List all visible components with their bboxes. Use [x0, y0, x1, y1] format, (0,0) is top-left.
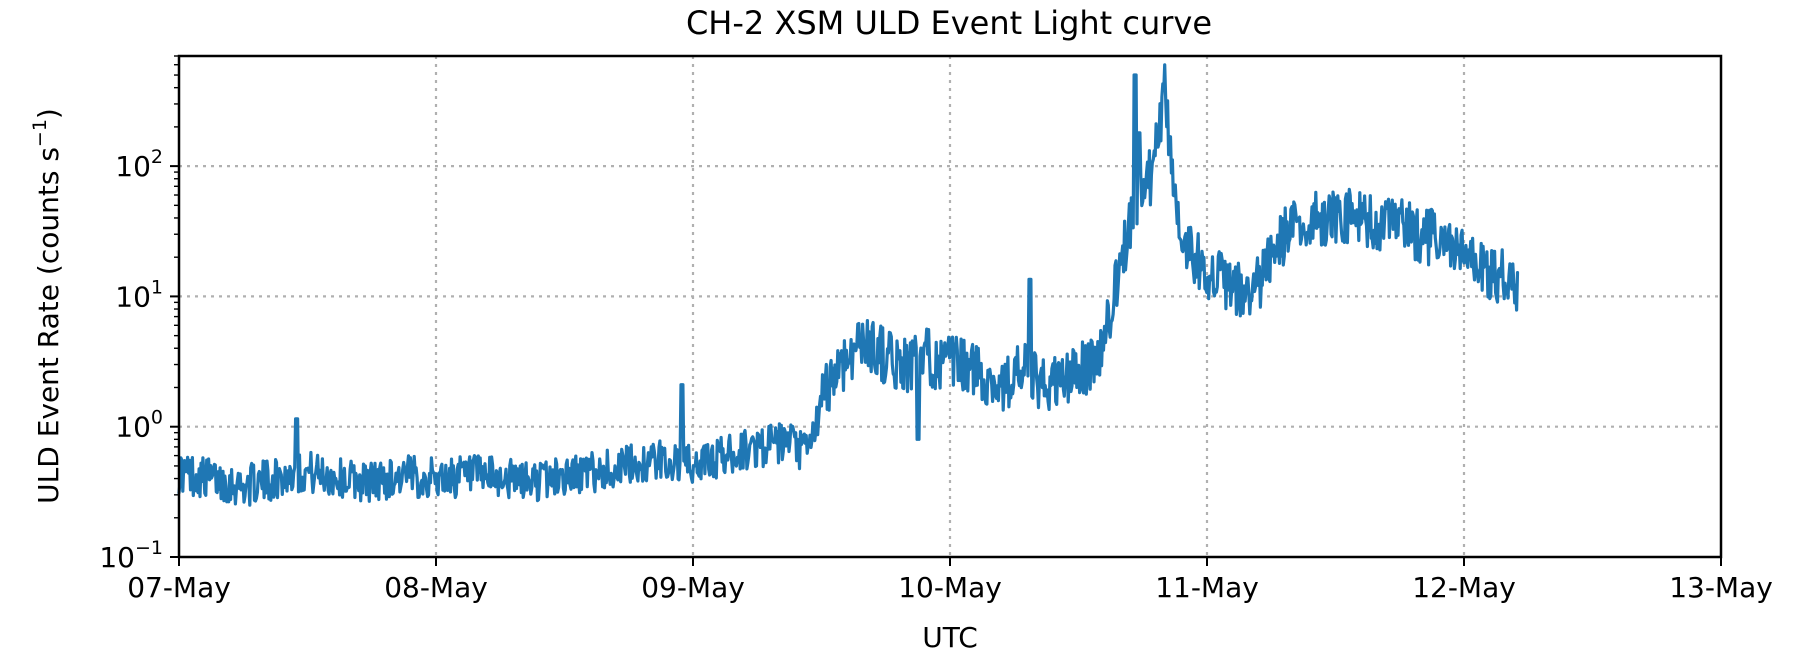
- x-tick-label: 13-May: [1669, 571, 1773, 604]
- series-line: [177, 63, 1520, 507]
- grid: [179, 56, 1721, 557]
- y-axis-label-close: ): [32, 108, 65, 119]
- plot-frame: [177, 54, 1723, 559]
- x-tick-label: 07-May: [127, 571, 231, 604]
- chart-title: CH-2 XSM ULD Event Light curve: [686, 4, 1212, 42]
- y-tick-label: 100: [115, 407, 163, 444]
- y-tick-label: 10−1: [99, 537, 163, 574]
- y-tick-exponent: −1: [135, 537, 163, 559]
- y-tick-exponent: 1: [151, 276, 163, 298]
- y-tick-base: 10: [115, 150, 151, 183]
- y-tick-base: 10: [99, 541, 135, 574]
- y-tick-base: 10: [115, 280, 151, 313]
- x-tick-label: 12-May: [1412, 571, 1516, 604]
- x-axis-label: UTC: [922, 621, 978, 654]
- y-tick-exponent: 0: [151, 407, 163, 429]
- x-tick-labels: 07-May 08-May 09-May 10-May 11-May 12-May 13-M…: [127, 571, 1773, 604]
- y-axis-label: ULD Event Rate (counts s−1): [29, 108, 65, 504]
- y-tick-base: 10: [115, 411, 151, 444]
- y-axis-label-exponent: −1: [29, 119, 51, 147]
- x-tick-label: 08-May: [384, 571, 488, 604]
- y-tick-label: 101: [115, 276, 163, 313]
- x-tick-label: 11-May: [1155, 571, 1259, 604]
- y-tick-exponent: 2: [151, 146, 163, 168]
- axis-ticks: [170, 55, 1722, 566]
- y-axis-label-text: ULD Event Rate (counts s: [32, 147, 65, 504]
- x-tick-label: 10-May: [898, 571, 1002, 604]
- x-tick-label: 09-May: [641, 571, 745, 604]
- y-tick-label: 102: [115, 146, 163, 183]
